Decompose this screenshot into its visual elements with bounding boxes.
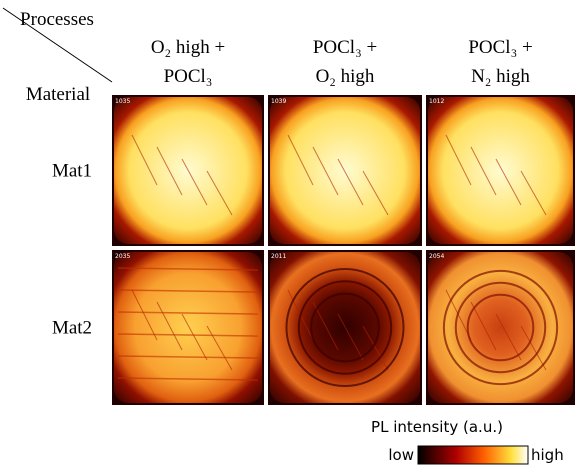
- image-grid: O₂ high + POCl₃ POCl₃ + O₂ high POCl₃ + N₂ hi…: [52, 37, 575, 405]
- pl-image-wafer: [428, 252, 573, 403]
- column-header: O₂ high +: [151, 37, 225, 58]
- row-label: Mat1: [52, 161, 92, 182]
- figure: Processes Material O₂ high + POCl₃ POCl₃ +…: [0, 0, 575, 466]
- colorbar: [418, 446, 528, 464]
- column-header: POCl₃: [164, 66, 213, 87]
- image-id: 1039: [271, 98, 286, 105]
- material-label: Material: [26, 84, 90, 105]
- row-label: Mat2: [52, 318, 92, 339]
- column-header: N₂ high: [471, 66, 530, 87]
- colorbar-high: high: [531, 446, 564, 464]
- image-id: 1012: [429, 98, 444, 105]
- image-id: 1035: [115, 98, 130, 105]
- colorbar-low: low: [388, 446, 414, 464]
- column-header: POCl₃ +: [313, 37, 377, 58]
- column-header: POCl₃ +: [468, 37, 532, 58]
- image-id: 2035: [115, 253, 130, 260]
- pl-image-wafer: [270, 97, 420, 244]
- image-id: 2054: [429, 253, 444, 260]
- pl-image-wafer: [428, 97, 573, 244]
- column-header: O₂ high: [316, 66, 375, 87]
- processes-label: Processes: [20, 9, 94, 30]
- colorbar-title: PL intensity (a.u.): [371, 418, 503, 436]
- image-id: 2011: [271, 253, 286, 260]
